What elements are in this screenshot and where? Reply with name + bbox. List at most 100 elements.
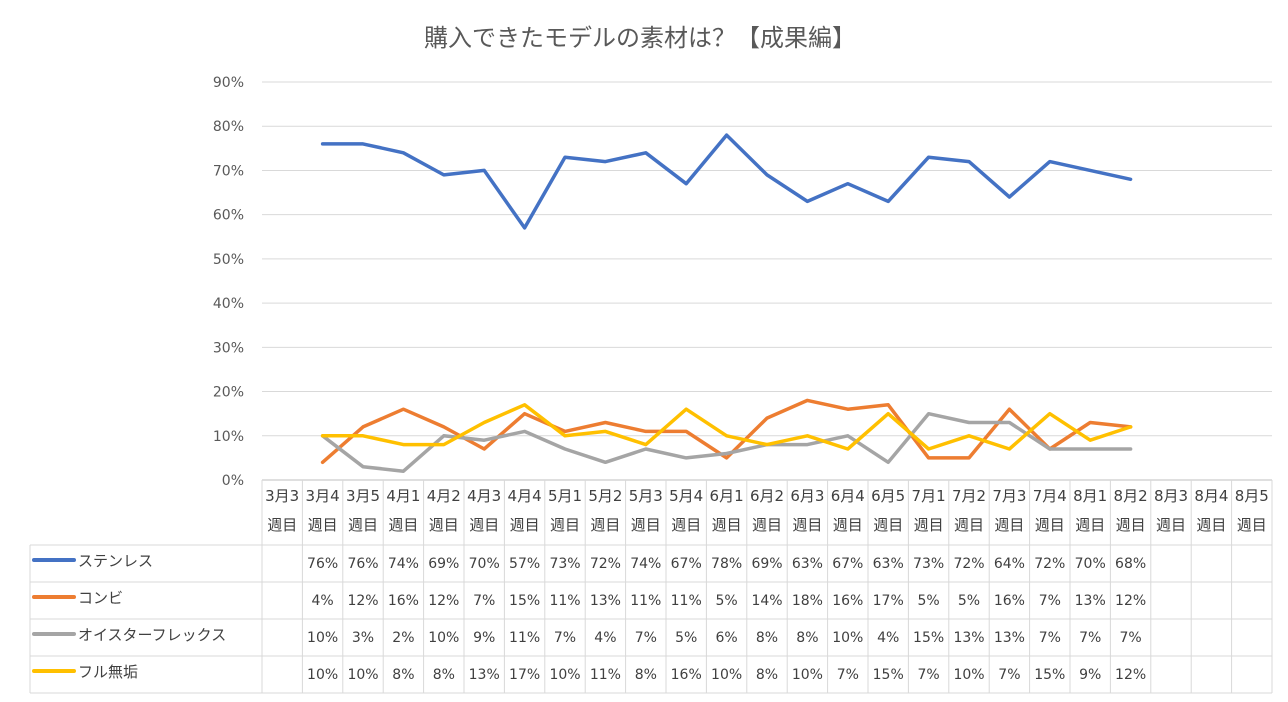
category-label: 5月4 — [669, 487, 703, 505]
category-label: 週目 — [1156, 516, 1186, 534]
data-label: 63% — [792, 556, 823, 572]
data-label: 13% — [590, 593, 621, 609]
category-label: 週目 — [833, 516, 863, 534]
category-label: 3月4 — [306, 487, 340, 505]
y-tick-label: 50% — [213, 252, 244, 268]
data-label: 15% — [873, 667, 904, 683]
data-label: 4% — [311, 593, 333, 609]
data-label: 74% — [630, 556, 661, 572]
data-label: 67% — [671, 556, 702, 572]
category-label: 週目 — [1237, 516, 1267, 534]
data-label: 11% — [630, 593, 661, 609]
data-label: 76% — [347, 556, 378, 572]
data-label: 8% — [392, 667, 414, 683]
y-tick-label: 30% — [213, 340, 244, 356]
series-line — [320, 403, 1133, 451]
data-label: 14% — [751, 593, 782, 609]
category-label: 週目 — [550, 516, 580, 534]
data-label: 17% — [509, 667, 540, 683]
data-label: 5% — [715, 593, 737, 609]
data-label: 12% — [428, 593, 459, 609]
data-label: 73% — [913, 556, 944, 572]
category-label: 6月5 — [871, 487, 905, 505]
data-label: 8% — [796, 630, 818, 646]
category-label: 週目 — [1196, 516, 1226, 534]
series-line — [320, 411, 1133, 473]
y-tick-label: 70% — [213, 163, 244, 179]
legend-label: フル無垢 — [78, 663, 138, 681]
data-label: 5% — [958, 593, 980, 609]
data-label: 10% — [832, 630, 863, 646]
category-label: 週目 — [873, 516, 903, 534]
data-label: 8% — [756, 630, 778, 646]
category-label: 週目 — [1116, 516, 1146, 534]
category-label: 5月1 — [548, 487, 582, 505]
category-label: 6月4 — [831, 487, 865, 505]
category-label: 週目 — [671, 516, 701, 534]
category-label: 8月3 — [1154, 487, 1188, 505]
data-label: 7% — [473, 593, 495, 609]
data-label: 73% — [549, 556, 580, 572]
y-tick-label: 60% — [213, 208, 244, 224]
data-label: 10% — [428, 630, 459, 646]
data-label: 7% — [1119, 630, 1141, 646]
data-label: 10% — [307, 630, 338, 646]
data-label: 12% — [347, 593, 378, 609]
category-label: 週目 — [752, 516, 782, 534]
category-label: 4月4 — [508, 487, 542, 505]
data-label: 7% — [554, 630, 576, 646]
category-label: 7月2 — [952, 487, 986, 505]
category-label: 週目 — [914, 516, 944, 534]
series-lines — [320, 133, 1133, 473]
data-label: 4% — [877, 630, 899, 646]
legend-label: オイスターフレックス — [78, 626, 226, 644]
data-label: 11% — [671, 593, 702, 609]
category-label: 週目 — [308, 516, 338, 534]
data-label: 8% — [756, 667, 778, 683]
data-label: 72% — [590, 556, 621, 572]
category-label: 週目 — [994, 516, 1024, 534]
data-label: 13% — [469, 667, 500, 683]
data-label: 15% — [509, 593, 540, 609]
data-label: 18% — [792, 593, 823, 609]
data-label: 16% — [994, 593, 1025, 609]
data-label: 9% — [473, 630, 495, 646]
data-label: 69% — [428, 556, 459, 572]
data-label: 63% — [873, 556, 904, 572]
data-label: 6% — [715, 630, 737, 646]
data-label: 7% — [635, 630, 657, 646]
series-line — [320, 133, 1133, 230]
data-label: 69% — [751, 556, 782, 572]
y-tick-label: 20% — [213, 385, 244, 401]
category-label: 7月3 — [992, 487, 1026, 505]
data-label: 16% — [388, 593, 419, 609]
y-tick-label: 10% — [213, 429, 244, 445]
category-label: 8月4 — [1194, 487, 1228, 505]
y-tick-label: 0% — [222, 473, 244, 489]
data-label: 67% — [832, 556, 863, 572]
category-label: 週目 — [348, 516, 378, 534]
category-label: 3月5 — [346, 487, 380, 505]
category-label: 週目 — [267, 516, 297, 534]
category-label: 週目 — [469, 516, 499, 534]
data-label: 10% — [711, 667, 742, 683]
chart-title: 購入できたモデルの素材は？【成果編】 — [424, 24, 856, 52]
category-label: 週目 — [631, 516, 661, 534]
category-label: 8月1 — [1073, 487, 1107, 505]
category-label: 4月1 — [386, 487, 420, 505]
data-label: 15% — [1034, 667, 1065, 683]
category-label: 3月3 — [265, 487, 299, 505]
category-label: 週目 — [792, 516, 822, 534]
data-label: 16% — [832, 593, 863, 609]
data-label: 13% — [953, 630, 984, 646]
legend-label: ステンレス — [78, 552, 153, 570]
legend-label: コンビ — [78, 589, 123, 607]
data-label: 3% — [352, 630, 374, 646]
data-label: 5% — [917, 593, 939, 609]
data-label: 68% — [1115, 556, 1146, 572]
data-label: 10% — [549, 667, 580, 683]
data-label: 78% — [711, 556, 742, 572]
category-label: 8月2 — [1114, 487, 1148, 505]
data-label: 74% — [388, 556, 419, 572]
